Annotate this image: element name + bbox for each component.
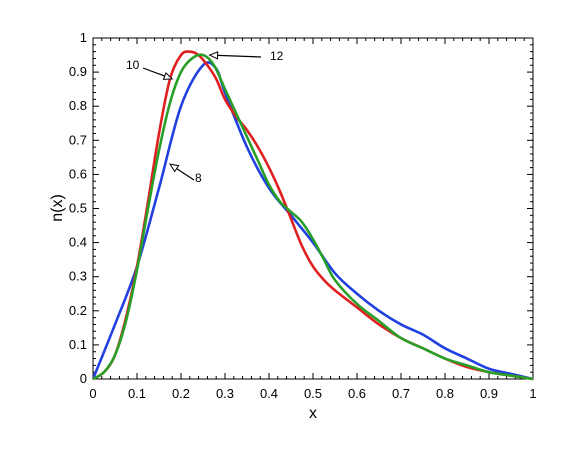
x-tick-label: 0.3 — [216, 386, 234, 401]
y-tick-label: 1 — [80, 30, 87, 45]
x-tick-label: 0.8 — [436, 386, 454, 401]
annotation-arrow-head — [162, 71, 174, 80]
x-tick-label: 0.5 — [304, 386, 322, 401]
annotation-10: 10 — [126, 58, 174, 80]
x-axis-label: x — [309, 405, 317, 422]
x-tick-label: 0.9 — [480, 386, 498, 401]
series-line-12 — [92, 53, 534, 381]
annotation-arrow-shaft — [142, 67, 165, 77]
y-tick-label: 0.6 — [69, 166, 87, 181]
y-tick-label: 0.3 — [69, 269, 87, 284]
annotation-12: 12 — [208, 49, 284, 63]
annotations: 10 12 8 — [126, 49, 284, 185]
annotation-label: 12 — [270, 49, 284, 63]
annotation-arrow-head — [208, 51, 219, 60]
x-tick-label: 0.1 — [128, 386, 146, 401]
y-axis-label: n(x) — [49, 194, 66, 222]
series-line-10 — [92, 50, 534, 381]
y-tick-label: 0.4 — [69, 235, 87, 250]
annotation-arrow-shaft — [176, 168, 195, 181]
annotation-label: 8 — [195, 171, 202, 185]
x-axis-ticks: 0 0.1 0.2 0.3 0.4 0.5 0.6 0.7 0.8 0.9 1 — [89, 38, 537, 401]
series-line-8 — [91, 61, 534, 381]
annotation-arrow-head — [168, 163, 180, 173]
y-axis-ticks: 0 0.1 0.2 0.3 0.4 0.5 0.6 0.7 0.8 0.9 1 — [69, 30, 533, 386]
y-tick-label: 0.8 — [69, 98, 87, 113]
x-tick-label: 0.6 — [348, 386, 366, 401]
y-tick-label: 0.7 — [69, 132, 87, 147]
y-tick-label: 0 — [80, 371, 87, 386]
y-tick-label: 0.1 — [69, 337, 87, 352]
x-tick-label: 0 — [89, 386, 96, 401]
annotation-label: 10 — [126, 58, 140, 72]
x-tick-label: 0.7 — [392, 386, 410, 401]
x-tick-label: 0.2 — [172, 386, 190, 401]
annotation-8: 8 — [168, 163, 202, 185]
y-tick-label: 0.2 — [69, 303, 87, 318]
y-tick-label: 0.5 — [69, 201, 87, 216]
x-tick-label: 0.4 — [260, 386, 278, 401]
y-tick-label: 0.9 — [69, 64, 87, 79]
annotation-arrow-shaft — [217, 54, 262, 58]
x-tick-label: 1 — [529, 386, 536, 401]
series-lines — [91, 50, 534, 381]
plot-area-frame — [92, 37, 534, 380]
